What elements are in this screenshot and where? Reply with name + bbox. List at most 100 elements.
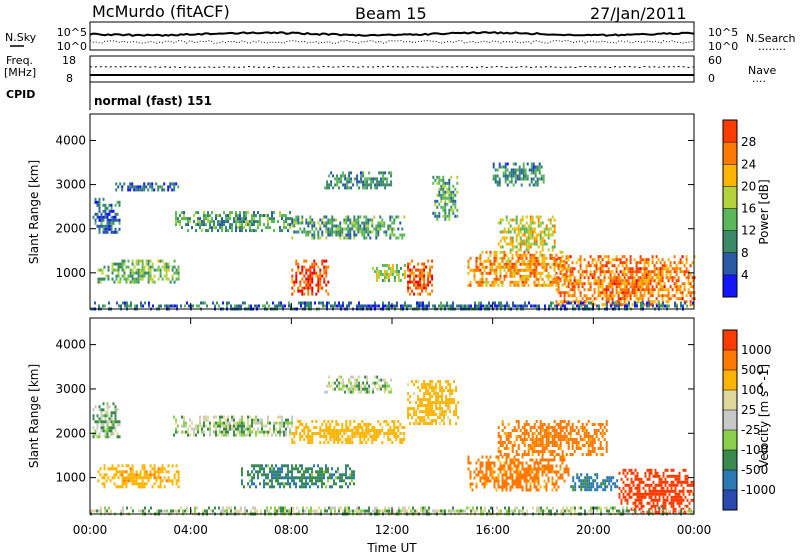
power-cell-r4 [307, 221, 310, 225]
power-cell-r11 [509, 242, 512, 246]
vel-cell-r6 [415, 422, 418, 426]
vel-cell-r8 [559, 435, 562, 438]
power-cell-r14 [662, 301, 664, 305]
power-cell-r11 [507, 242, 510, 246]
power-cell-r13 [691, 279, 694, 283]
vel-cell-r8 [587, 447, 590, 450]
power-cell-r10 [495, 256, 498, 260]
power-cell-r10 [475, 259, 478, 263]
power-cell-r1 [149, 268, 152, 272]
power-cell-r13 [615, 270, 618, 274]
power-cell-r9 [444, 211, 447, 215]
power-cell-r10 [485, 265, 488, 269]
power-cell-r3 [217, 223, 219, 227]
power-cell-r13 [573, 285, 576, 289]
power-cell-r11 [525, 230, 528, 234]
vel-cell-r7 [489, 464, 492, 468]
power-cell-r11 [533, 230, 536, 234]
power-cell-r5 [317, 283, 320, 287]
power-x-ticks [89, 303, 695, 309]
power-cell-r11 [529, 224, 532, 228]
power-cell-r5 [307, 283, 310, 287]
vel-cell-r5 [362, 381, 365, 385]
vel-cell-r8 [551, 429, 554, 432]
power-cell-r14 [374, 301, 376, 305]
power-cell-r10 [503, 265, 506, 269]
power-cell-r1 [153, 274, 156, 278]
cpid-panel: CPID normal (fast) 151 [6, 82, 212, 110]
power-cell-r12 [510, 171, 513, 175]
power-cell-r12 [502, 171, 505, 175]
vel-cell-r2 [223, 427, 225, 431]
vel-cell-r0 [104, 414, 107, 418]
power-cell-r7 [397, 273, 400, 276]
power-cell-r10 [483, 265, 486, 269]
power-cell-r10 [533, 274, 536, 278]
power-cell-r13 [633, 285, 636, 289]
vel-cell-r7 [495, 488, 498, 492]
vel-cell-r6 [441, 395, 444, 399]
vel-cell-r6 [425, 413, 428, 417]
power-cell-r10 [561, 259, 564, 263]
power-cell-r13 [573, 279, 576, 283]
power-cell-r9 [432, 175, 435, 179]
power-cell-r5 [311, 274, 314, 278]
vel-cell-r8 [583, 429, 586, 432]
power-cell-r13 [579, 294, 582, 298]
vel-cell-r2 [233, 427, 235, 431]
power-cell-r14 [342, 304, 344, 308]
power-cell-r9 [456, 190, 459, 194]
vel-cell-r1 [173, 473, 176, 477]
vel-cell-r7 [503, 485, 506, 489]
vel-cell-r6 [409, 395, 412, 399]
power-cell-r8 [407, 265, 410, 269]
power-cell-r10 [529, 274, 532, 278]
power-cell-r4 [339, 224, 342, 228]
power-cell-r10 [509, 274, 512, 278]
vel-cell-r5 [384, 384, 387, 388]
vel-cell-r6 [435, 407, 438, 411]
vel-cell-r4 [287, 467, 289, 471]
power-cell-r6 [386, 180, 389, 184]
power-cell-r14 [682, 304, 684, 308]
vel-cell-r8 [555, 441, 558, 444]
power-cell-r12 [504, 162, 507, 166]
vel-cell-r2 [199, 418, 201, 422]
vel-cell-r8 [521, 453, 524, 456]
power-cell-r13 [613, 279, 616, 283]
power-cell-r10 [543, 256, 546, 260]
power-cell-r1 [171, 277, 174, 281]
power-cell-r9 [444, 193, 447, 197]
power-cell-r0 [110, 218, 113, 222]
power-cell-r13 [647, 288, 650, 292]
vel-cell-r7 [485, 479, 488, 483]
power-cell-r0 [94, 197, 97, 201]
power-cell-r13 [647, 297, 650, 301]
power-cell-r1 [143, 265, 146, 269]
vel-cell-r4 [321, 485, 323, 489]
power-cell-r8 [425, 286, 428, 290]
power-cell-r13 [621, 282, 624, 286]
power-cell-r8 [421, 289, 424, 293]
vel-cell-r3 [403, 438, 406, 441]
power-cell-r12 [542, 174, 545, 178]
power-cell-r11 [499, 221, 502, 225]
power-cell-r14 [264, 304, 266, 308]
power-cell-r5 [299, 271, 302, 275]
vel-cell-r0 [108, 420, 111, 424]
power-cell-r13 [669, 276, 672, 280]
power-cell-r13 [683, 285, 686, 289]
vel-cell-r2 [229, 427, 231, 431]
power-cell-r13 [685, 267, 688, 271]
vel-cell-r3 [355, 435, 358, 438]
vel-cell-r4 [267, 464, 269, 468]
power-cell-r3 [239, 223, 241, 227]
power-cell-r9 [434, 202, 437, 206]
vel-cell-r8 [535, 420, 538, 423]
vel-cell-r7 [483, 479, 486, 483]
vel-cell-r8 [559, 444, 562, 447]
power-cell-r3 [199, 220, 201, 224]
vel-cell-r7 [547, 470, 550, 474]
vel-cell-r4 [321, 467, 323, 471]
power-cell-r7 [375, 279, 378, 282]
